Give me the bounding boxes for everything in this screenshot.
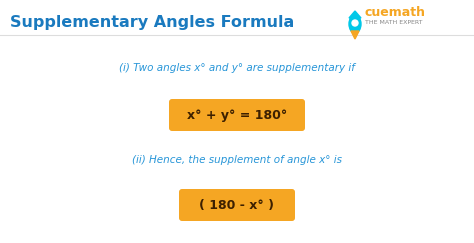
Polygon shape xyxy=(351,31,359,39)
Text: THE MATH EXPERT: THE MATH EXPERT xyxy=(365,19,422,25)
Text: ( 180 - x° ): ( 180 - x° ) xyxy=(200,199,274,211)
FancyBboxPatch shape xyxy=(179,189,295,221)
Polygon shape xyxy=(349,11,361,18)
Text: (ii) Hence, the supplement of angle x° is: (ii) Hence, the supplement of angle x° i… xyxy=(132,155,342,165)
Text: (i) Two angles x° and y° are supplementary if: (i) Two angles x° and y° are supplementa… xyxy=(119,63,355,73)
Circle shape xyxy=(352,20,358,26)
FancyBboxPatch shape xyxy=(169,99,305,131)
Text: x° + y° = 180°: x° + y° = 180° xyxy=(187,109,287,122)
Text: Supplementary Angles Formula: Supplementary Angles Formula xyxy=(10,15,294,29)
Ellipse shape xyxy=(349,15,361,33)
Text: cuemath: cuemath xyxy=(365,6,426,18)
